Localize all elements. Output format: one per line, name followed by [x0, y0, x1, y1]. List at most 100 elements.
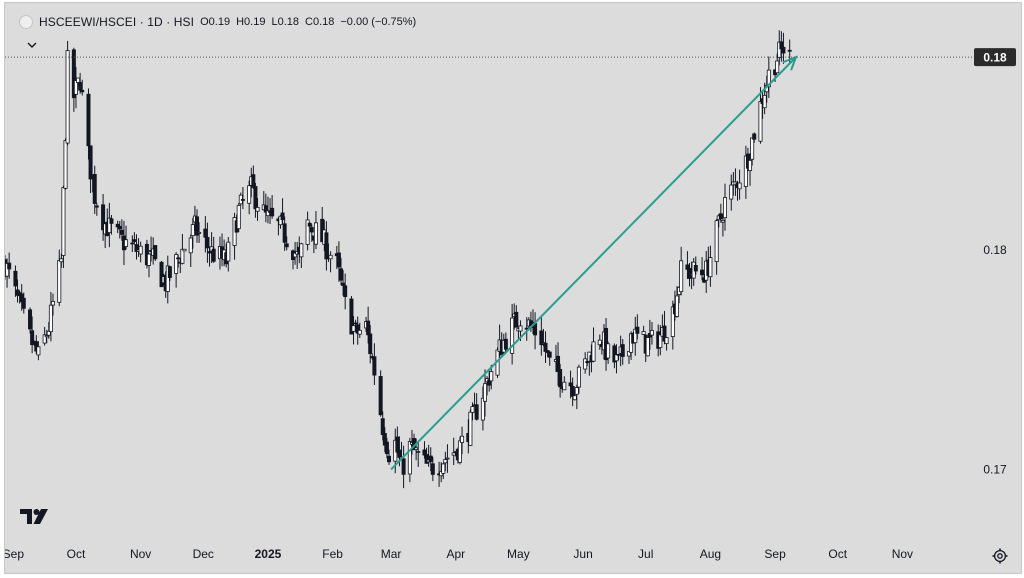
candle [343, 273, 348, 310]
candle-body [366, 320, 371, 336]
candle [750, 137, 755, 166]
candle [380, 411, 385, 441]
last-price-line-layer: 0.18 [5, 48, 1016, 67]
x-axis-tick-label: Apr [446, 547, 465, 561]
candle [146, 252, 151, 278]
candle [649, 322, 654, 345]
candle-body [76, 77, 81, 83]
candle [662, 310, 667, 345]
candle-body [30, 330, 35, 346]
candle [570, 377, 575, 407]
tradingview-logo-icon[interactable] [19, 505, 53, 527]
candle-body [36, 346, 41, 356]
candle [386, 449, 391, 465]
candle [30, 316, 35, 354]
candle-body [752, 133, 757, 140]
candle-body [658, 334, 663, 348]
candle-body [247, 185, 252, 204]
candle-body [723, 197, 728, 219]
candle-body [470, 406, 475, 413]
candle [533, 312, 538, 350]
open-value: O0.19 [200, 16, 231, 28]
candle-body [700, 269, 705, 276]
candle [430, 456, 435, 482]
candle [407, 437, 412, 483]
candle [514, 305, 519, 328]
candle [48, 291, 53, 342]
candle [368, 325, 373, 364]
candle-body [48, 304, 53, 333]
candle [758, 87, 763, 144]
candle-body [675, 295, 680, 317]
candle-body [92, 174, 97, 204]
candle-body [378, 376, 383, 416]
candle-body [662, 325, 667, 342]
last-price-label: 0.18 [983, 51, 1007, 65]
symbol-logo-icon[interactable] [19, 15, 33, 29]
candle-body [441, 463, 446, 474]
candle-body [7, 262, 12, 270]
candle [445, 444, 450, 473]
candle [88, 145, 93, 194]
x-axis-tick-label: 2025 [255, 547, 282, 561]
candle-body [57, 260, 62, 303]
candle-body [693, 264, 698, 272]
candle-body [443, 459, 448, 464]
candle-body [518, 325, 523, 332]
candle [36, 341, 41, 361]
ohlc-values: O0.19 H0.19 L0.18 C0.18 [200, 16, 334, 28]
x-axis-tick-label: Sep [764, 547, 786, 561]
candle-body [489, 371, 494, 382]
last-price-tag: 0.18 [974, 48, 1016, 67]
candle-body [428, 455, 433, 462]
candle [658, 324, 663, 356]
candle-body [270, 207, 275, 217]
candle [547, 351, 552, 366]
candle-body [482, 383, 487, 402]
candle [472, 392, 477, 407]
price-chart[interactable]: 0.18 0.18 0.17 Sep Oct Nov Dec 2025 Feb Mar Apr Ma… [5, 3, 1021, 573]
candle [236, 202, 241, 232]
candle-body [65, 50, 70, 144]
symbol-label[interactable]: HSCEEWI/HSCEI · 1D · HSI [39, 15, 195, 29]
candle [324, 221, 329, 271]
candle [61, 185, 66, 269]
candle [664, 336, 669, 351]
candle [51, 293, 56, 316]
candle-body [130, 242, 135, 245]
candle [21, 292, 26, 314]
candle [474, 393, 479, 421]
gear-icon[interactable] [991, 547, 1009, 565]
candle-body [299, 243, 304, 258]
candle-body [616, 353, 621, 356]
candle [576, 364, 581, 394]
candle [167, 265, 172, 282]
candle [401, 445, 406, 489]
candle [134, 234, 139, 260]
candle-body [153, 245, 158, 260]
chevron-down-icon[interactable] [25, 39, 39, 53]
candle [57, 249, 62, 307]
candle [543, 331, 548, 363]
candle-body [28, 309, 33, 330]
candle-body [781, 46, 786, 54]
candle [597, 334, 602, 350]
candle-body [44, 335, 49, 338]
x-axis-tick-label: Oct [828, 547, 847, 561]
candle-body [94, 205, 99, 208]
candle [460, 426, 465, 455]
candle-body [253, 186, 258, 210]
x-axis-tick-label: Jul [638, 547, 653, 561]
chart-frame[interactable]: 0.18 0.18 0.17 Sep Oct Nov Dec 2025 Feb Mar Apr Ma… [4, 2, 1022, 574]
candle [226, 236, 231, 272]
candle-body [255, 207, 260, 212]
candle [470, 402, 475, 421]
candle-body [328, 254, 333, 260]
candle [211, 236, 216, 263]
trendline-arrowhead [782, 55, 798, 71]
candle-body [407, 441, 412, 475]
candle-body [503, 338, 508, 350]
candle-body [641, 331, 646, 335]
candle-body [386, 455, 391, 463]
candle [781, 32, 786, 64]
